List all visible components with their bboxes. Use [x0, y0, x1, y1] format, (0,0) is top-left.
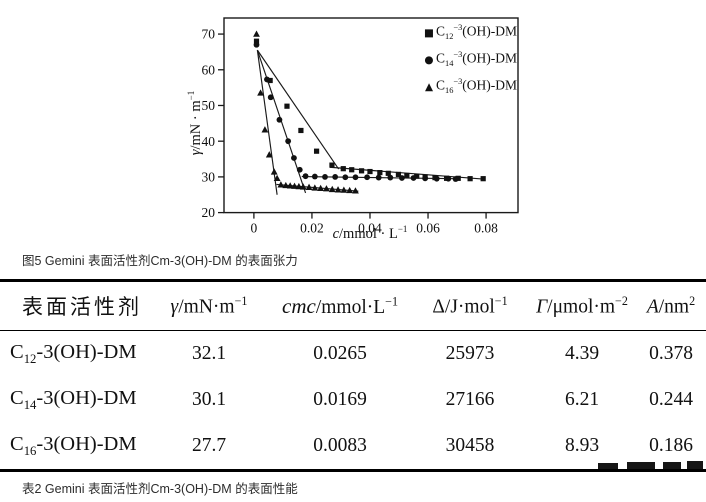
- cell-delta-g: 25973: [445, 343, 495, 364]
- cell-gamma: 27.7: [191, 435, 227, 456]
- header-cmc: cmc/mmol·L−1: [268, 280, 412, 331]
- cell-cmc: 0.0265: [313, 343, 367, 364]
- table-row: C16-3(OH)-DM 27.7 0.0083 30458 8.93 0.18…: [0, 423, 706, 471]
- table-caption: 表2 Gemini 表面活性剂Cm-3(OH)-DM 的表面性能: [22, 482, 298, 496]
- cell-gamma-max: 6.21: [564, 389, 600, 410]
- svg-text:40: 40: [202, 134, 216, 149]
- header-gamma: γ/mN·m−1: [150, 280, 268, 331]
- legend-item-c16: ▲ C16−3(OH)-DM: [422, 73, 517, 100]
- clipped-watermark-fragment: [663, 462, 681, 469]
- svg-text:70: 70: [202, 27, 216, 42]
- legend-label: C14−3(OH)-DM: [436, 50, 518, 69]
- svg-text:60: 60: [202, 62, 216, 77]
- figure-caption: 图5 Gemini 表面活性剂Cm-3(OH)-DM 的表面张力: [22, 254, 298, 268]
- clipped-watermark-fragment: [598, 463, 618, 469]
- svg-text:0.02: 0.02: [300, 221, 324, 236]
- legend-label: C16−3(OH)-DM: [436, 77, 518, 96]
- legend-label: C12−3(OH)-DM: [436, 23, 518, 42]
- surface-tension-chart: 20 30 40 50 60 70 0 0.02 0.04 0.06 0.08: [202, 17, 519, 236]
- cell-gamma-max: 8.93: [564, 435, 600, 456]
- clipped-watermark-fragment: [687, 461, 703, 469]
- cell-cmc: 0.0169: [313, 389, 367, 410]
- cell-delta-g: 27166: [445, 389, 495, 410]
- cell-cmc: 0.0083: [313, 435, 367, 456]
- header-area: A/nm2: [636, 280, 706, 331]
- row-label: C12-3(OH)-DM: [10, 340, 137, 367]
- legend-item-c12: ■ C12−3(OH)-DM: [422, 19, 517, 46]
- header-delta-g: Δ/J·mol−1: [412, 280, 528, 331]
- svg-text:0.04: 0.04: [358, 221, 382, 236]
- legend-item-c14: ● C14−3(OH)-DM: [422, 46, 517, 73]
- circle-marker-icon: ●: [424, 53, 434, 66]
- cell-area: 0.244: [649, 389, 693, 410]
- triangle-marker-icon: ▲: [424, 80, 434, 93]
- cell-gamma: 32.1: [191, 343, 227, 364]
- table-row: C12-3(OH)-DM 32.1 0.0265 25973 4.39 0.37…: [0, 331, 706, 378]
- svg-text:30: 30: [202, 169, 216, 184]
- cell-gamma-max: 4.39: [564, 343, 600, 364]
- cell-area: 0.186: [649, 435, 693, 456]
- x-axis-label: c/mmol · L−1: [332, 224, 408, 242]
- cell-delta-g: 30458: [445, 435, 495, 456]
- y-axis-label: γ/mN · m−1: [186, 90, 204, 156]
- svg-text:0.08: 0.08: [474, 221, 498, 236]
- surfactant-properties-table: 表面活性剂 γ/mN·m−1 cmc/mmol·L−1 Δ/J·mol−1 Γ/…: [0, 279, 706, 472]
- cell-gamma: 30.1: [191, 389, 227, 410]
- svg-text:0.06: 0.06: [416, 221, 440, 236]
- square-marker-icon: ■: [424, 26, 434, 39]
- svg-text:0: 0: [251, 221, 258, 236]
- chart-legend: ■ C12−3(OH)-DM ● C14−3(OH)-DM ▲ C16−3(OH…: [422, 19, 517, 101]
- cell-area: 0.378: [649, 343, 693, 364]
- header-surfactant: 表面活性剂: [0, 280, 150, 331]
- table-header-row: 表面活性剂 γ/mN·m−1 cmc/mmol·L−1 Δ/J·mol−1 Γ/…: [0, 280, 706, 331]
- row-label: C16-3(OH)-DM: [10, 432, 137, 459]
- clipped-watermark-fragment: [627, 462, 655, 469]
- row-label: C14-3(OH)-DM: [10, 386, 137, 413]
- svg-text:20: 20: [202, 205, 216, 220]
- table-row: C14-3(OH)-DM 30.1 0.0169 27166 6.21 0.24…: [0, 377, 706, 423]
- svg-text:50: 50: [202, 98, 216, 113]
- header-gamma-max: Γ/μmol·m−2: [528, 280, 636, 331]
